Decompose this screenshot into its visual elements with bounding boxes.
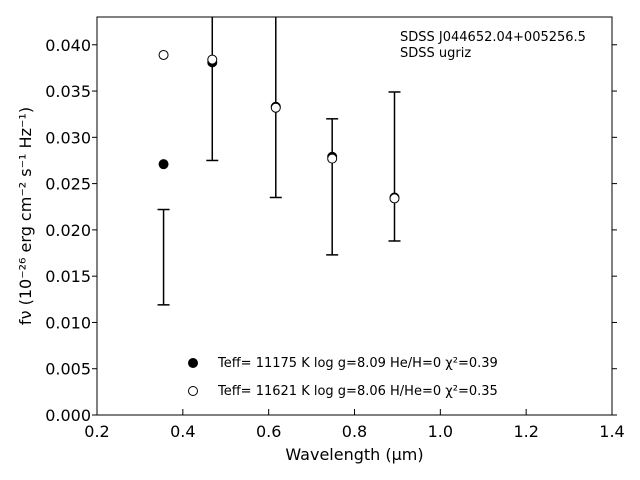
legend-marker bbox=[188, 358, 198, 368]
y-tick-label: 0.030 bbox=[45, 128, 91, 147]
y-tick-label: 0.015 bbox=[45, 267, 91, 286]
legend-entry: Teff= 11175 K log g=8.09 He/H=0 χ²=0.39 bbox=[217, 356, 498, 371]
x-tick-label: 1.4 bbox=[599, 422, 624, 441]
legend-marker bbox=[188, 386, 198, 396]
point-filled-model bbox=[158, 159, 169, 170]
x-tick-label: 0.2 bbox=[84, 422, 109, 441]
y-tick-label: 0.020 bbox=[45, 221, 91, 240]
x-tick-label: 0.4 bbox=[170, 422, 195, 441]
legend-entry: Teff= 11621 K log g=8.06 H/He=0 χ²=0.35 bbox=[217, 384, 498, 399]
annotation-filter-set: SDSS ugriz bbox=[400, 46, 471, 61]
x-tick-label: 0.8 bbox=[342, 422, 367, 441]
series-markers bbox=[158, 49, 400, 204]
point-open-model bbox=[270, 102, 281, 113]
y-tick-label: 0.040 bbox=[45, 36, 91, 55]
x-tick-label: 1.0 bbox=[428, 422, 453, 441]
x-tick-label: 1.2 bbox=[513, 422, 538, 441]
y-axis-label: fν (10⁻²⁶ erg cm⁻² s⁻¹ Hz⁻¹) bbox=[16, 107, 35, 325]
y-tick-label: 0.035 bbox=[45, 82, 91, 101]
y-tick-label: 0.025 bbox=[45, 175, 91, 194]
x-axis-label: Wavelength (μm) bbox=[285, 445, 423, 464]
point-open-model bbox=[389, 193, 400, 204]
y-axis-ticks: 0.000 0.005 0.010 0.015 0.020 0.025 0.030 0.035… bbox=[45, 36, 617, 425]
y-tick-label: 0.010 bbox=[45, 313, 91, 332]
error-bars bbox=[157, 17, 401, 306]
x-axis-ticks: 0.2 0.4 0.6 0.8 1.0 1.2 1.4 bbox=[84, 409, 625, 441]
annotation-object-name: SDSS J044652.04+005256.5 bbox=[400, 30, 586, 45]
point-open-model bbox=[327, 153, 338, 164]
y-tick-label: 0.005 bbox=[45, 360, 91, 379]
point-open-model bbox=[207, 54, 218, 65]
point-open-model bbox=[158, 49, 169, 60]
y-tick-label: 0.000 bbox=[45, 406, 91, 425]
legend: Teff= 11175 K log g=8.09 He/H=0 χ²=0.39 T… bbox=[188, 356, 498, 399]
x-tick-label: 0.6 bbox=[256, 422, 281, 441]
